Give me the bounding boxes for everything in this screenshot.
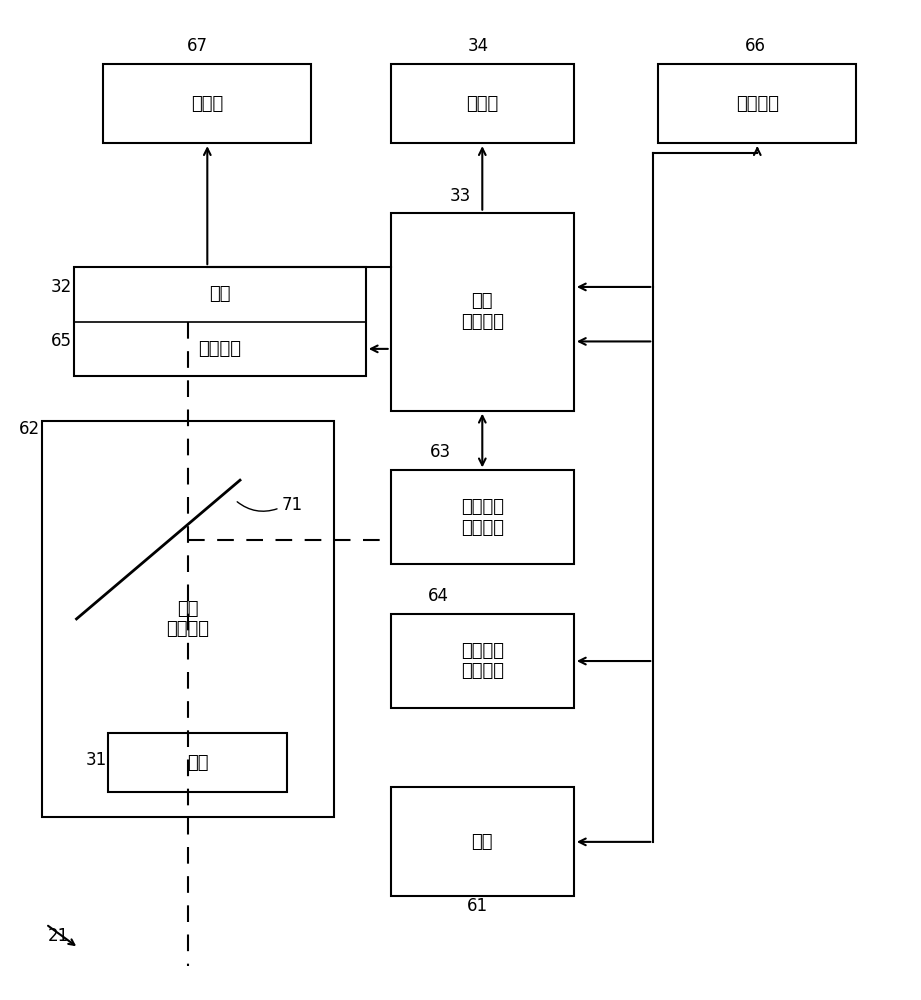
Bar (659, 64, 857, 143)
Bar (391, 64, 574, 143)
Text: 71: 71 (282, 496, 303, 514)
Bar (74, 267, 366, 376)
Text: 64: 64 (427, 587, 449, 605)
Text: 21: 21 (48, 927, 69, 945)
Text: 65: 65 (52, 332, 72, 350)
Text: 61: 61 (467, 897, 488, 915)
Text: 呈现单元: 呈现单元 (198, 340, 241, 358)
Text: 观察
光学系统: 观察 光学系统 (167, 600, 209, 638)
Text: 33: 33 (449, 187, 471, 205)
Bar (41, 421, 334, 817)
Bar (103, 64, 311, 143)
Text: 63: 63 (429, 443, 450, 461)
Bar (108, 733, 286, 792)
Text: 67: 67 (187, 37, 208, 55)
Text: 物镜: 物镜 (187, 754, 208, 772)
Text: 31: 31 (86, 751, 107, 769)
Text: 32: 32 (51, 278, 72, 296)
Bar (391, 213, 574, 411)
Text: 扬声器: 扬声器 (192, 95, 224, 113)
Bar (391, 787, 574, 896)
Text: 接口单元: 接口单元 (736, 95, 779, 113)
Text: 目镜: 目镜 (209, 285, 230, 303)
Text: 光源: 光源 (472, 833, 493, 851)
Text: 图像
处理装置: 图像 处理装置 (460, 292, 504, 331)
Text: 66: 66 (745, 37, 765, 55)
Text: 62: 62 (19, 420, 41, 438)
Bar (391, 470, 574, 564)
Text: 正面图像
捕获单元: 正面图像 捕获单元 (460, 498, 504, 537)
Text: 显示器: 显示器 (466, 95, 498, 113)
Text: 断层图像
捕获单元: 断层图像 捕获单元 (460, 642, 504, 680)
Text: 34: 34 (467, 37, 488, 55)
Bar (391, 614, 574, 708)
